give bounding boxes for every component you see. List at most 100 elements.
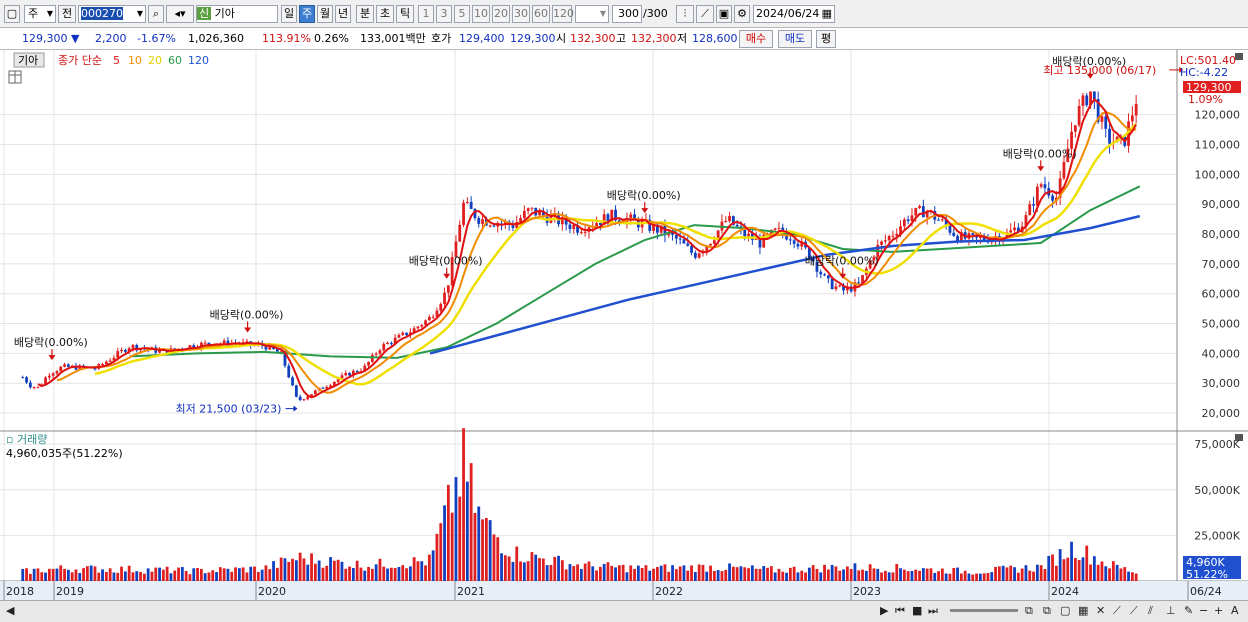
candle-icon[interactable]: ⫶ [676,5,694,23]
buy-button[interactable]: 매수 [739,30,773,48]
volume-bar [902,569,906,581]
zoom-in-icon[interactable]: + [1214,604,1224,617]
candle-body [310,394,313,397]
legend-tab-label: 기아 [18,54,38,67]
volume-bar [237,568,241,581]
sell-button[interactable]: 매도 [778,30,812,48]
prev-button[interactable]: 전 [58,5,76,23]
text-size-icon[interactable]: A [1231,604,1239,617]
count-total: /300 [643,7,668,20]
volume-bar [1016,572,1020,581]
date-input[interactable]: 2024/06/24 ▦ [753,5,835,23]
volume-bar [766,567,769,581]
copy-icon[interactable]: ⧉ [1043,604,1051,617]
volume-bar [412,557,416,581]
candle-body [690,245,693,253]
interval-select[interactable]: ▼ [575,5,609,23]
fib-icon[interactable]: ⫽ [1148,604,1153,617]
period-tick-button[interactable]: 틱 [396,5,414,23]
legend-title: 종가 단순 [58,54,102,67]
scroll-left-icon[interactable]: ◀ [6,604,15,617]
interval-30-button[interactable]: 30 [512,5,530,23]
gear-icon[interactable]: ⚙ [734,5,750,23]
x-tick-label: 2019 [56,585,84,598]
volume-bar [135,571,139,581]
zoom-out-icon[interactable]: − [1199,604,1209,617]
legend-tab[interactable] [13,52,45,68]
period-second-button[interactable]: 초 [376,5,394,23]
line-tool-icon[interactable]: ⟋ [1113,604,1121,617]
arrow-head-icon [1086,73,1094,79]
rewind-icon[interactable]: ⏮ [895,604,905,617]
scroll-right-icon[interactable]: ▶ [880,604,889,617]
candle-body [158,350,161,353]
low-price: 128,600 [692,32,738,45]
interval-1-button[interactable]: 1 [418,5,434,23]
volume-bar [234,567,237,581]
volume-bar [728,563,731,581]
trend-icon[interactable]: ⟋ [1130,604,1138,617]
candle-body [811,258,815,262]
candle-body [655,224,659,233]
window-menu-icon[interactable]: ▢ [4,5,20,23]
layout-icon[interactable]: ⧉ [1025,604,1033,617]
candle-body [948,225,952,233]
candle-body [36,386,40,388]
period-year-button[interactable]: 년 [335,5,351,23]
eval-button[interactable]: 평 [816,30,836,48]
volume-bar [47,568,51,581]
volume-bar [207,572,211,581]
search-icon[interactable]: ⌕ [148,5,164,23]
price-tick-label: 90,000 [1202,198,1241,211]
legend-ma60: 60 [168,54,182,67]
zoom-slider[interactable] [950,609,1018,612]
panel-close-icon[interactable] [1235,53,1243,60]
candle-body [712,240,716,244]
ask-price: 129,300 [510,32,556,45]
interval-60-button[interactable]: 60 [532,5,550,23]
candle-body [222,340,226,344]
speaker-icon[interactable]: ◂▾ [166,5,194,23]
interval-120-button[interactable]: 120 [552,5,574,23]
period-week-button[interactable]: 주 [299,5,315,23]
volume-current: 4,960,035주(51.22%) [6,447,123,460]
stock-name-field[interactable]: 신 기아 [196,5,278,23]
interval-3-button[interactable]: 3 [436,5,452,23]
period-month-button[interactable]: 월 [317,5,333,23]
volume-bar [321,567,325,581]
volume-bar [1085,545,1089,581]
stop-icon[interactable]: ■ [912,604,923,617]
volume-bar [1100,561,1104,581]
window-icon[interactable]: ▢ [1060,604,1071,617]
volume-bar [1081,557,1085,581]
volume-bar [853,563,857,581]
candle-body [44,377,47,386]
period-day-button[interactable]: 일 [281,5,297,23]
volume-bar [450,512,454,581]
volume-bar [40,572,44,581]
count-input[interactable]: 300 [612,5,642,23]
grid-icon[interactable]: ▦ [1078,604,1089,617]
crosshair-icon[interactable]: ✕ [1096,604,1106,617]
save-icon[interactable]: ▣ [716,5,732,23]
pen-icon[interactable]: ✎ [1184,604,1194,617]
volume-bar [644,565,648,581]
volume-bar [264,565,268,581]
panel-close-icon[interactable] [1235,434,1243,441]
candle-body [1070,131,1073,149]
volume-bar [659,565,663,581]
stock-chart[interactable]: 기아 종가 단순 5 10 20 60 120 배당락(0.00%)배당락(0.… [0,50,1248,600]
volume-bar [416,561,420,581]
candle-body [264,346,268,350]
interval-10-button[interactable]: 10 [472,5,490,23]
forward-icon[interactable]: ⏭ [928,604,938,617]
candle-body [747,233,750,237]
stock-code-input[interactable]: 000270 ▼ [78,5,146,23]
candle-body [416,326,420,329]
period-minute-button[interactable]: 분 [356,5,374,23]
market-type-select[interactable]: 주 ▼ [24,5,56,23]
interval-20-button[interactable]: 20 [492,5,510,23]
interval-5-button[interactable]: 5 [454,5,470,23]
draw-line-icon[interactable]: ⟋ [696,5,714,23]
text-tool-icon[interactable]: ⊥ [1166,604,1176,617]
